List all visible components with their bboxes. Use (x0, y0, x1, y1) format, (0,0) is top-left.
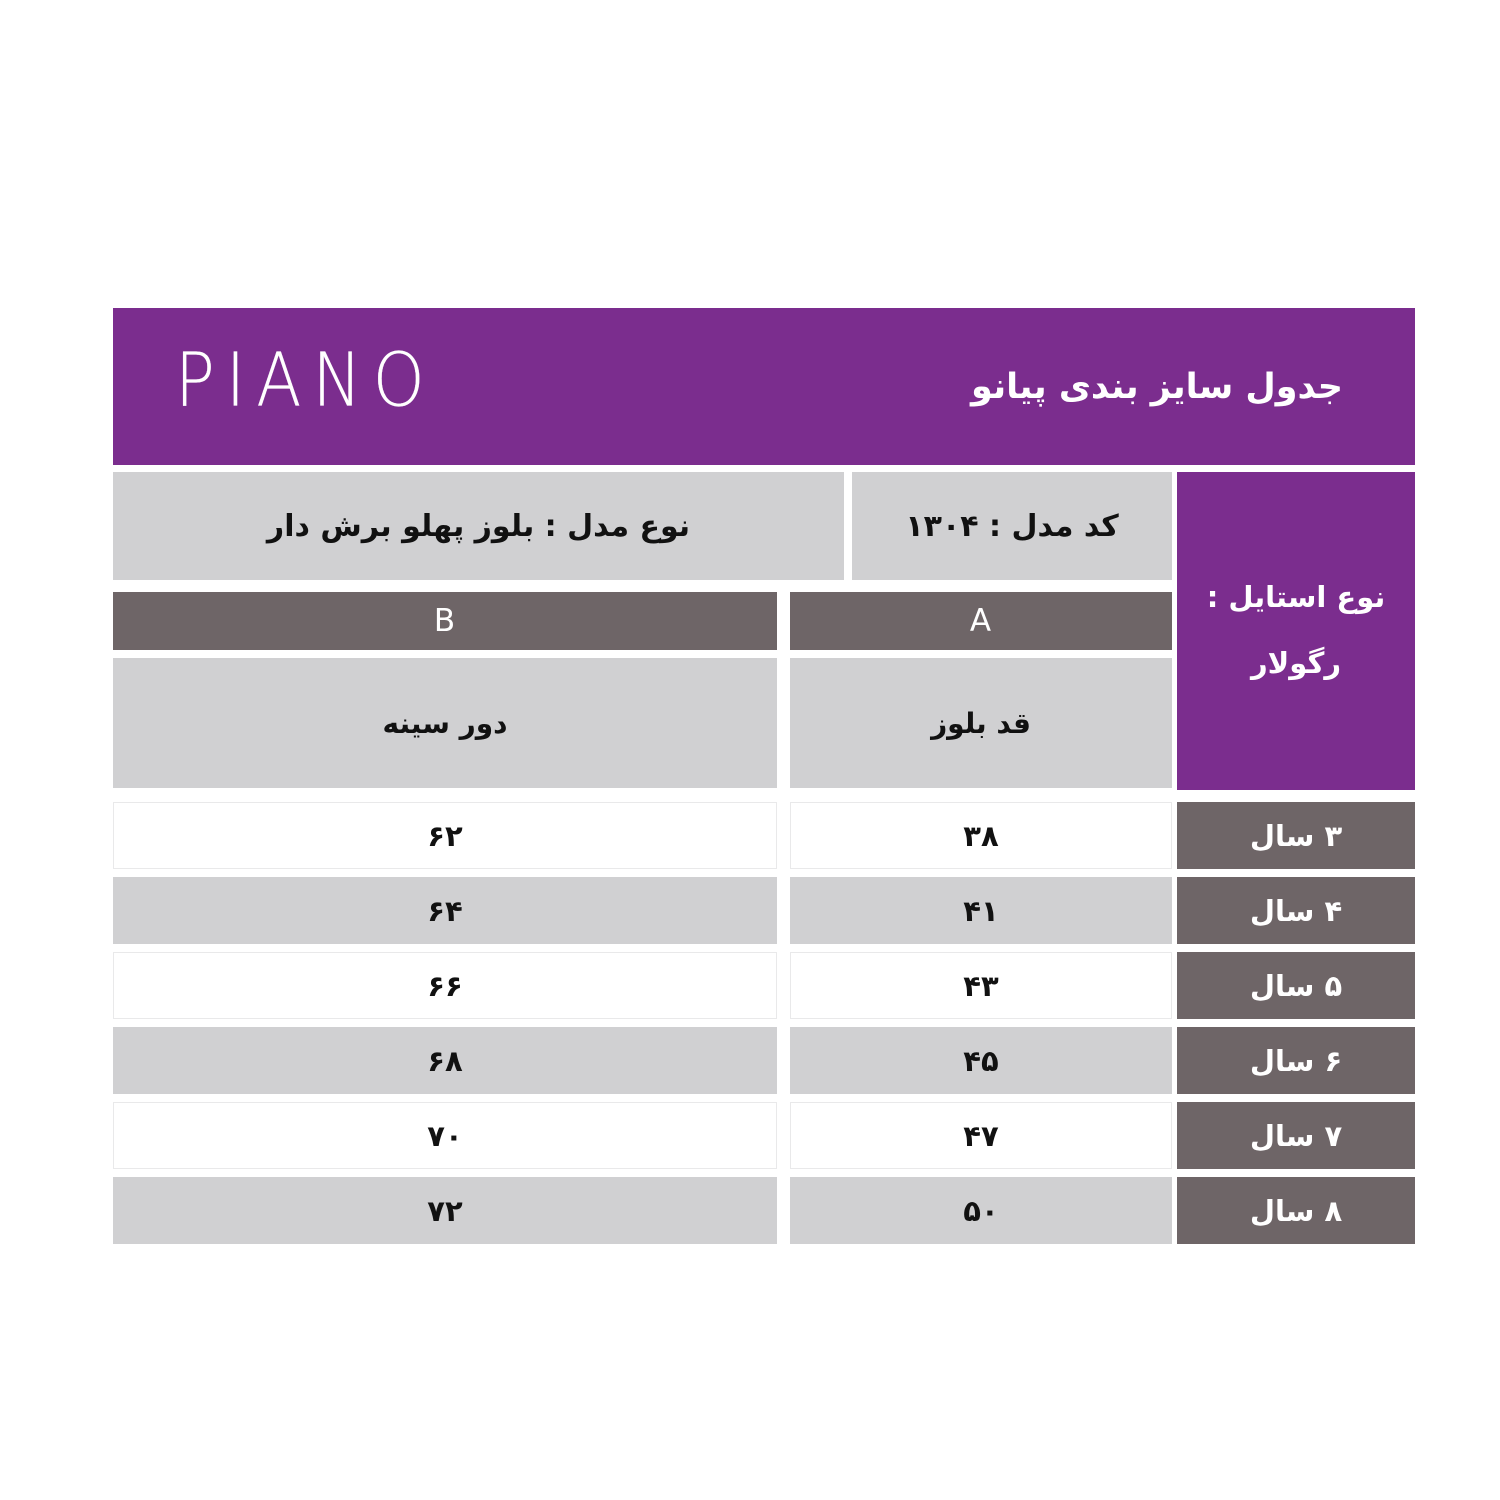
table-header-band: PIANO جدول سایز بندی پیانو (113, 308, 1415, 465)
model-code-cell: کد مدل : ۱۳۰۴ (852, 472, 1172, 580)
cell-chest-circumference: ۶۴ (113, 877, 777, 944)
style-type-value: رگولار (1250, 646, 1342, 680)
column-key-a: A (790, 592, 1172, 650)
brand-logo: PIANO (175, 337, 436, 424)
cell-blouse-length: ۳۸ (790, 802, 1172, 869)
cell-chest-circumference: ۷۲ (113, 1177, 777, 1244)
cell-chest-circumference: ۶۶ (113, 952, 777, 1019)
column-measure-a: قد بلوز (790, 658, 1172, 788)
cell-age-label: ۳ سال (1177, 802, 1415, 869)
column-measure-b: دور سینه (113, 658, 777, 788)
cell-age-label: ۶ سال (1177, 1027, 1415, 1094)
cell-blouse-length: ۴۷ (790, 1102, 1172, 1169)
page-title: جدول سایز بندی پیانو (971, 366, 1343, 407)
cell-chest-circumference: ۶۲ (113, 802, 777, 869)
cell-blouse-length: ۴۵ (790, 1027, 1172, 1094)
cell-blouse-length: ۴۱ (790, 877, 1172, 944)
size-chart-table: PIANO جدول سایز بندی پیانو نوع مدل : بلو… (113, 308, 1415, 1248)
cell-blouse-length: ۴۳ (790, 952, 1172, 1019)
cell-chest-circumference: ۶۸ (113, 1027, 777, 1094)
style-type-cell: نوع استایل : رگولار (1177, 472, 1415, 790)
model-type-cell: نوع مدل : بلوز پهلو برش دار (113, 472, 844, 580)
cell-age-label: ۵ سال (1177, 952, 1415, 1019)
cell-chest-circumference: ۷۰ (113, 1102, 777, 1169)
cell-age-label: ۷ سال (1177, 1102, 1415, 1169)
cell-blouse-length: ۵۰ (790, 1177, 1172, 1244)
cell-age-label: ۸ سال (1177, 1177, 1415, 1244)
cell-age-label: ۴ سال (1177, 877, 1415, 944)
style-type-label: نوع استایل : (1206, 580, 1386, 615)
column-key-b: B (113, 592, 777, 650)
